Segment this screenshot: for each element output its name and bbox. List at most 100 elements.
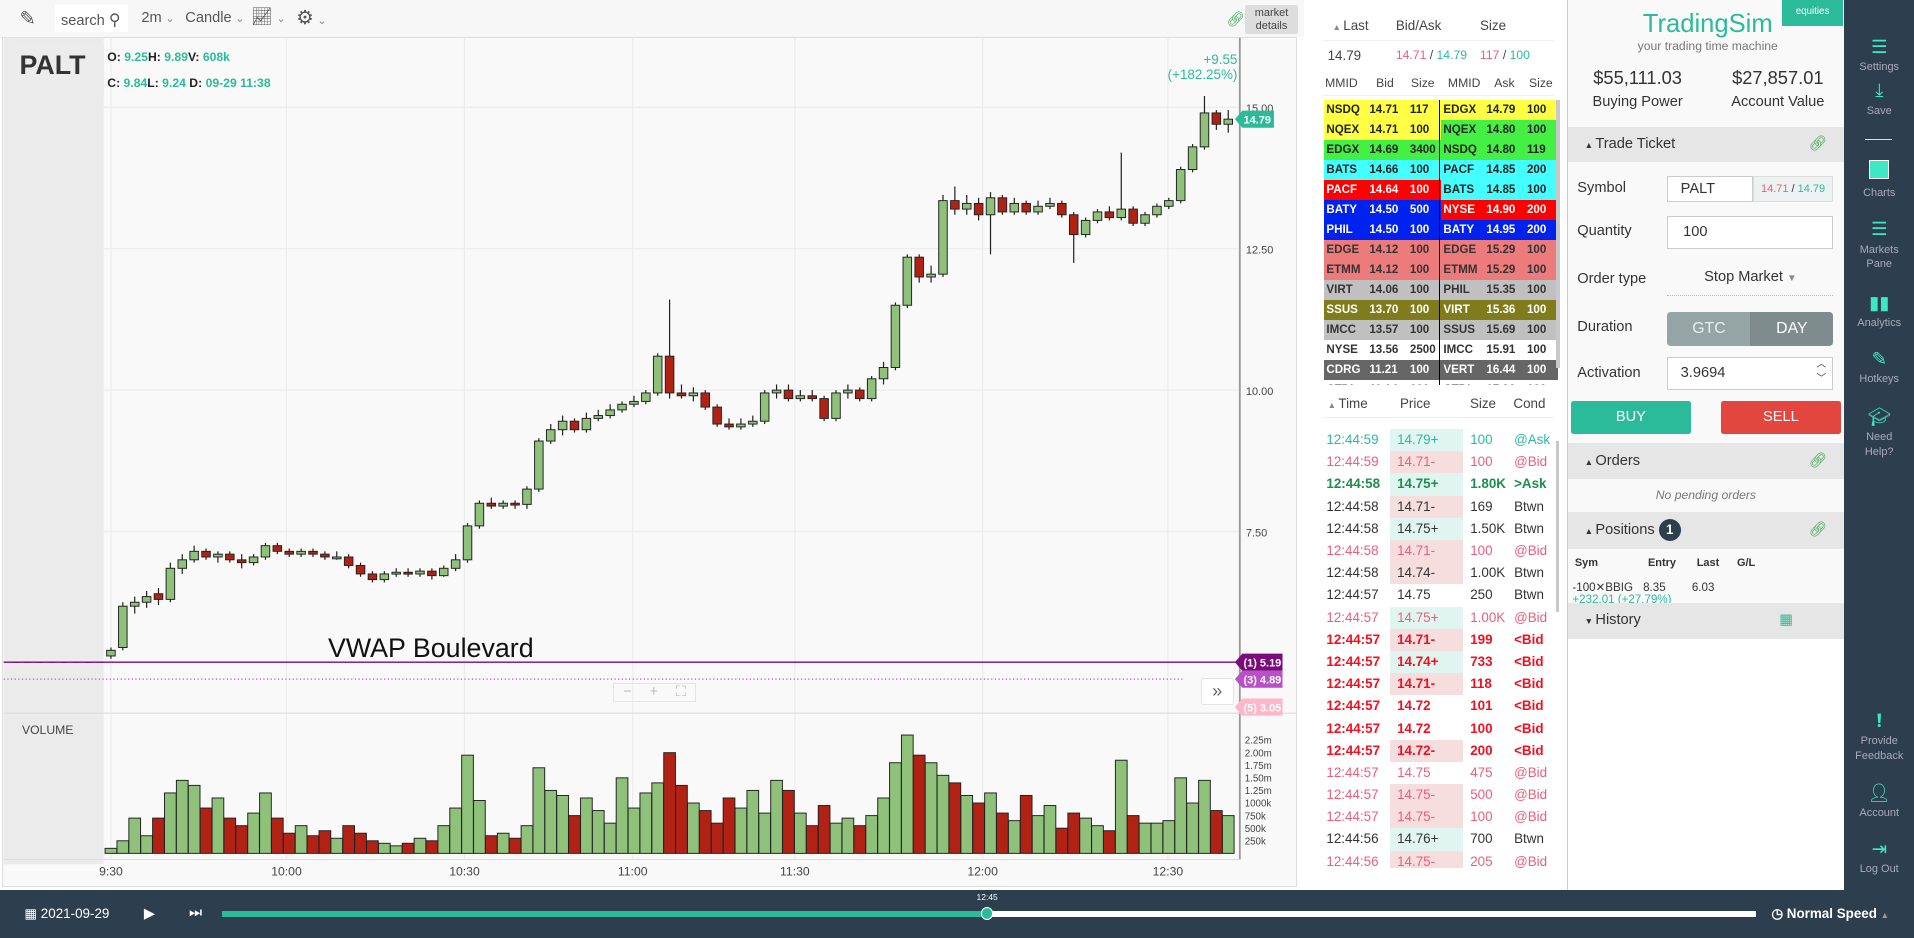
duration-gtc-button[interactable]: GTC xyxy=(1667,312,1751,347)
trade-ticket-header[interactable]: ▲ Trade Ticket 🔗︎ xyxy=(1567,126,1845,163)
fullscreen-icon[interactable]: ⛶ xyxy=(675,683,687,700)
volume-bar xyxy=(389,845,403,854)
level2-column-header[interactable]: Bid xyxy=(1376,75,1394,90)
level-tag-label: (1) 5.19 xyxy=(1243,657,1281,669)
sort-last-header[interactable]: ▲ Last xyxy=(1332,18,1369,34)
sidebar-item-charts[interactable]: Charts xyxy=(1844,159,1913,201)
history-header[interactable]: ▼ History ▦ xyxy=(1567,603,1845,639)
buy-button[interactable]: BUY xyxy=(1571,401,1691,434)
time-sales-scrollbar[interactable] xyxy=(1555,441,1560,612)
candle xyxy=(938,200,948,275)
bid-quote: BATS 14.66 100 xyxy=(1323,159,1441,180)
orders-header[interactable]: ▲ Orders 🔗︎ xyxy=(1567,442,1845,480)
step-forward-button[interactable]: ⏭︎ xyxy=(188,904,203,921)
quantity-input[interactable]: 100 xyxy=(1667,215,1834,249)
sidebar-item-analytics[interactable]: ▮▮ Analytics xyxy=(1844,292,1913,331)
hamburger-icon: ☰ xyxy=(1871,35,1888,57)
volume-bar xyxy=(1174,777,1188,854)
level2-column-header[interactable]: MMID xyxy=(1325,75,1358,90)
mmid: PHIL xyxy=(1443,283,1470,296)
scroll-to-latest-button[interactable]: » xyxy=(1200,677,1234,705)
sidebar-item-hotkeys[interactable]: ✎ Hotkeys xyxy=(1844,348,1913,387)
time-tick-label: 12:30 xyxy=(1153,864,1184,878)
time-and-sales[interactable]: 12:44:59 14.79+ 100 @Ask 12:44:59 14.71- 100 @B… xyxy=(1322,429,1556,868)
divider xyxy=(1322,95,1555,96)
volume-bar xyxy=(900,734,914,854)
price: 17.96 xyxy=(1486,380,1527,385)
volume-tick-label: 1.25m xyxy=(1245,786,1272,797)
volume-bar xyxy=(1126,815,1140,854)
account-value-label: Account Value xyxy=(1731,93,1825,110)
speed-dropdown[interactable]: ◷ Normal Speed ▲ xyxy=(1771,906,1889,922)
size: 100 xyxy=(1526,283,1547,296)
level2-column-header[interactable]: MMID xyxy=(1447,75,1481,90)
zoom-out-button[interactable]: − xyxy=(623,683,632,700)
ask-quote: NQEX 14.80 100 xyxy=(1440,119,1558,140)
trade-size: 475 xyxy=(1470,764,1493,780)
time-sales-column-header[interactable]: Price xyxy=(1393,396,1463,411)
candle xyxy=(1092,211,1103,221)
sidebar-item-save[interactable]: ⤓ Save xyxy=(1844,80,1913,118)
playback-thumb[interactable] xyxy=(981,907,994,921)
trade-time: 12:44:58 xyxy=(1326,476,1381,492)
positions-header[interactable]: ▲ Positions 1 🔗︎ xyxy=(1567,512,1845,549)
sidebar-item-settings[interactable]: ☰ Settings xyxy=(1844,35,1913,75)
link-icon[interactable]: 🔗︎ xyxy=(1808,522,1828,539)
volume-bar xyxy=(603,822,617,854)
position-row[interactable]: -100✕BBIG 8.35 6.03 +232.01 (+27.79%) xyxy=(1572,580,1844,606)
duration-day-button[interactable]: DAY xyxy=(1750,312,1834,347)
level2-column-header[interactable]: Size xyxy=(1529,75,1553,90)
volume-bar xyxy=(247,812,260,854)
stepper-icon[interactable]: ︿ ﹀ xyxy=(1816,359,1827,384)
order-type-select[interactable]: Stop Market ▼ xyxy=(1667,269,1834,297)
separator: / xyxy=(1502,47,1507,62)
order-type-label: Order type xyxy=(1577,270,1647,287)
candlestick-chart-svg[interactable]: 9:30 10:00 10:30 11:00 11:30 12:00 12:3015.001… xyxy=(0,0,1304,890)
play-button[interactable]: ▶ xyxy=(143,905,156,922)
activation-input[interactable]: 3.9694 ︿ ﹀ xyxy=(1667,357,1834,391)
candle xyxy=(1033,205,1043,213)
symbol-input[interactable]: PALT xyxy=(1667,175,1753,203)
zoom-in-button[interactable]: + xyxy=(649,683,659,700)
price: 13.57 xyxy=(1369,323,1399,336)
sidebar-item-account[interactable]: 👤︎ Account xyxy=(1844,782,1913,821)
trade-time: 12:44:56 xyxy=(1326,831,1379,847)
level2-column-header[interactable]: Ask xyxy=(1494,75,1515,90)
sidebar-item-help[interactable]: 🎓︎ Need Help? xyxy=(1844,407,1913,459)
settings-dropdown[interactable]: ⚙ ⌄ xyxy=(296,6,326,30)
candle xyxy=(236,559,247,564)
link-icon[interactable]: 🔗︎ xyxy=(1226,11,1245,28)
volume-bar xyxy=(568,815,581,854)
pencil-icon[interactable]: ✎ xyxy=(19,8,36,31)
date-picker[interactable]: ▦ 2021-09-29 xyxy=(24,906,109,922)
time-sales-column-header[interactable]: Cond xyxy=(1506,396,1554,411)
interval-dropdown[interactable]: 2m ⌄ xyxy=(141,10,174,26)
link-icon[interactable]: 🔗︎ xyxy=(1808,452,1828,469)
size: 200 xyxy=(1526,163,1547,176)
chart-type-dropdown[interactable]: Candle ⌄ xyxy=(185,10,244,26)
level2-row: ETMM 14.12 100 ETMM 15.29 100 xyxy=(1323,259,1558,280)
price-chart[interactable] xyxy=(2,36,1298,888)
trade-price: 14.71- xyxy=(1389,540,1463,563)
level2-column-header[interactable]: Size xyxy=(1410,75,1435,90)
history-chart-icon[interactable]: ▦ xyxy=(1779,612,1794,629)
size: 100 xyxy=(1526,103,1547,116)
level2-book[interactable]: NSDQ 14.71 117 EDGX 14.79 100 NQEX 14.71 100 NQEX… xyxy=(1323,99,1558,386)
indicators-dropdown[interactable]: 📈︎ ⌄ xyxy=(251,7,286,27)
level2-scrollbar[interactable] xyxy=(1555,99,1561,369)
ask-quote: ETMM 15.29 100 xyxy=(1440,259,1558,280)
volume-bar xyxy=(1091,825,1104,854)
sidebar-item-feedback[interactable]: ❗︎ Provide Feedback xyxy=(1844,710,1913,763)
trade-price: 14.74+ xyxy=(1389,650,1463,674)
link-icon[interactable]: 🔗︎ xyxy=(1808,135,1828,152)
time-sales-column-header[interactable]: Size xyxy=(1463,396,1506,411)
sidebar-label: Provide Feedback xyxy=(1855,734,1904,762)
sidebar-item-logout[interactable]: ⇥ Log Out xyxy=(1844,838,1913,877)
market-details-button[interactable]: market details xyxy=(1244,4,1299,35)
volume-bar xyxy=(544,789,558,854)
trade-row: 12:44:58 14.71- 100 @Bid xyxy=(1322,540,1556,563)
sidebar-item-markets-pane[interactable]: ☰ Markets Pane xyxy=(1844,219,1913,271)
search-input[interactable]: search ⚲ xyxy=(54,4,128,32)
time-sales-column-header[interactable]: ▲ Time xyxy=(1323,396,1393,411)
sell-button[interactable]: SELL xyxy=(1721,401,1841,434)
